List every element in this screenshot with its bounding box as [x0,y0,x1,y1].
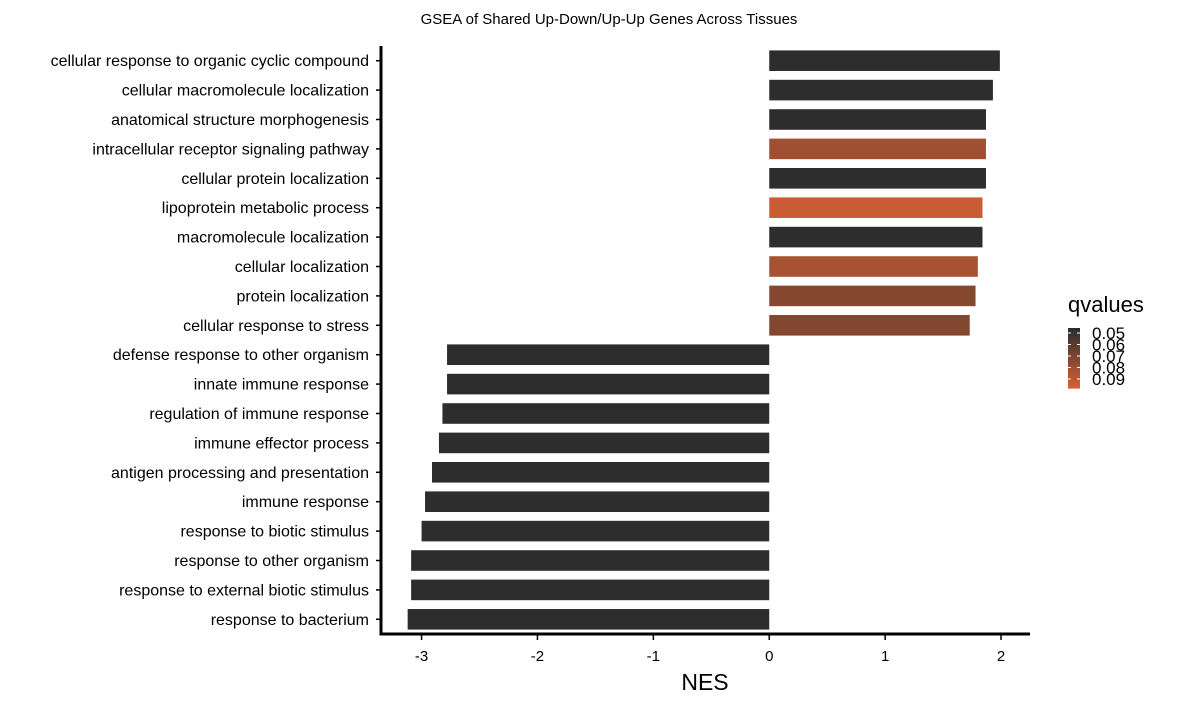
y-tick-label: macromolecule localization [177,230,369,247]
legend-color-step [1068,338,1080,341]
legend-color-step [1068,364,1080,367]
y-tick-label: response to bacterium [211,612,369,629]
x-tick-label: -1 [647,648,660,665]
bar [769,109,986,130]
bar [769,226,983,248]
legend-label: 0.09 [1092,370,1125,389]
y-tick-label: cellular response to organic cyclic comp… [51,53,369,70]
legend-color-step [1068,366,1080,369]
legend-color-step [1068,336,1080,339]
y-tick-label: response to biotic stimulus [180,524,369,541]
legend-colorbar [1068,328,1080,389]
x-tick-label: -3 [415,648,428,665]
y-tick-label: immune effector process [194,435,369,452]
legend-label: 0.07 [1092,347,1125,366]
legend-label: 0.06 [1092,336,1125,355]
legend-color-step [1068,330,1080,333]
legend-color-step [1068,360,1080,363]
legend-color-step [1068,350,1080,353]
bar [442,403,770,424]
y-tick-label: innate immune response [194,377,369,394]
x-tick-label: 0 [765,648,773,665]
legend-label: 0.05 [1092,324,1125,343]
legend-color-step [1068,370,1080,373]
legend-color-step [1068,340,1080,343]
y-tick-label: regulation of immune response [149,406,369,423]
legend: qvalues 0.050.060.070.080.09 [1068,292,1144,389]
axes-group [379,46,1030,636]
bar [425,491,770,512]
legend-labels: 0.050.060.070.080.09 [1068,324,1125,389]
y-tick-label: response to external biotic stimulus [119,582,369,599]
legend-label: 0.08 [1092,359,1125,378]
y-tick-label: cellular macromolecule localization [122,83,369,100]
legend-color-step [1068,334,1080,337]
bar [769,138,986,160]
bar [769,256,978,277]
bar [447,344,770,365]
y-tick-label: response to other organism [174,553,369,570]
y-tick-labels: cellular response to organic cyclic comp… [51,53,381,629]
legend-color-step [1068,348,1080,351]
y-tick-label: cellular localization [235,259,369,276]
bars-group [407,50,1000,630]
y-tick-label: antigen processing and presentation [111,465,369,482]
legend-title: qvalues [1068,292,1144,317]
bar [769,315,970,336]
legend-color-step [1068,386,1080,389]
legend-color-step [1068,346,1080,349]
legend-color-step [1068,332,1080,335]
legend-color-step [1068,378,1080,381]
bar [421,520,770,542]
legend-color-step [1068,382,1080,385]
legend-color-step [1068,376,1080,379]
bar [769,285,976,307]
legend-color-step [1068,372,1080,375]
legend-color-step [1068,384,1080,387]
legend-color-step [1068,354,1080,357]
x-tick-label: 1 [881,648,889,665]
legend-color-step [1068,380,1080,383]
bar [411,550,770,571]
chart-title: GSEA of Shared Up-Down/Up-Up Genes Acros… [421,11,798,28]
y-tick-label: protein localization [236,288,369,305]
y-tick-label: defense response to other organism [113,347,369,364]
y-tick-label: cellular response to stress [183,318,369,335]
y-tick-label: immune response [242,494,369,511]
bar [438,432,770,454]
y-tick-label: intracellular receptor signaling pathway [92,141,369,158]
legend-color-step [1068,352,1080,355]
legend-color-step [1068,356,1080,359]
y-tick-label: anatomical structure morphogenesis [111,112,369,129]
legend-color-step [1068,328,1080,331]
legend-color-step [1068,362,1080,365]
x-tick-label: -2 [531,648,544,665]
bar [431,462,770,483]
legend-color-step [1068,344,1080,347]
bar [407,609,770,630]
bar [769,50,1000,71]
y-tick-label: cellular protein localization [181,171,369,188]
x-axis-title: NES [681,669,728,695]
x-ticks-group: -3 -2 -1 0 1 2 [415,634,1005,665]
bar [769,197,983,218]
bar [447,373,770,395]
legend-color-step [1068,368,1080,371]
x-tick-label: 2 [997,648,1005,665]
bar [769,168,986,189]
legend-color-step [1068,358,1080,361]
legend-color-step [1068,374,1080,377]
legend-color-step [1068,342,1080,345]
y-tick-label: lipoprotein metabolic process [162,200,369,217]
bar [769,79,993,101]
bar [411,579,770,601]
